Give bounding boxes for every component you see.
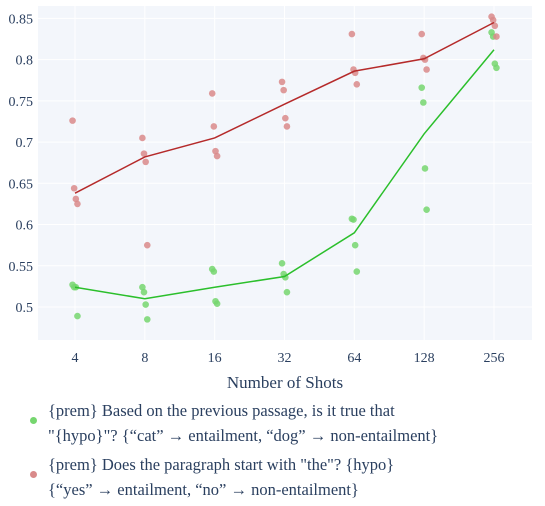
y-tick-label: 0.6 (16, 219, 34, 234)
data-point (418, 84, 426, 91)
grid (38, 6, 532, 340)
legend-marker (30, 471, 37, 478)
legend-label: {“yes” → entailment, “no” → non-entailme… (48, 480, 359, 499)
y-tick-label: 0.65 (9, 177, 34, 192)
data-point (210, 268, 218, 275)
data-point (278, 78, 286, 86)
legend-label: {prem} Does the paragraph start with "th… (48, 455, 395, 474)
data-point (74, 312, 81, 320)
data-point (140, 150, 148, 157)
data-point (423, 206, 430, 213)
data-point (74, 200, 81, 208)
y-tick-label: 0.75 (9, 95, 34, 110)
y-tick-label: 0.8 (16, 54, 34, 69)
series-layer (69, 13, 500, 323)
data-point (142, 301, 149, 308)
data-point (208, 90, 216, 97)
data-point (282, 114, 289, 122)
legend-marker (30, 417, 37, 424)
data-point (348, 30, 356, 38)
y-tick-label: 0.85 (9, 12, 34, 27)
x-tick-label: 8 (141, 351, 148, 366)
data-point (421, 165, 429, 172)
x-axis-title: Number of Shots (227, 373, 343, 392)
x-tick-label: 64 (347, 351, 361, 366)
legend: {prem} Based on the previous passage, is… (28, 398, 538, 506)
series-line (74, 49, 495, 300)
data-point (353, 81, 361, 88)
data-point (69, 117, 76, 124)
data-point (143, 316, 151, 323)
series-line (74, 21, 495, 194)
data-point (489, 16, 497, 24)
data-point (213, 300, 221, 308)
y-tick-label: 0.55 (9, 260, 34, 275)
y-tick-label: 0.7 (16, 136, 34, 151)
data-point (491, 22, 499, 30)
y-axis: 0.5 0.55 0.6 0.65 0.7 0.75 0.8 0.85 (9, 12, 34, 316)
legend-item: {prem} Based on the previous passage, is… (28, 398, 538, 448)
legend-label: {prem} Based on the previous passage, is… (48, 401, 395, 420)
chart: 0.5 0.55 0.6 0.65 0.7 0.75 0.8 0.85 4 8 16 32 64 128… (9, 6, 532, 392)
series-2 (69, 13, 500, 249)
data-point (213, 152, 221, 160)
data-point (418, 30, 426, 38)
data-point (140, 288, 148, 296)
x-tick-label: 4 (72, 351, 79, 366)
data-point (210, 123, 218, 130)
x-axis: 4 8 16 32 64 128 256 (72, 351, 505, 366)
data-point (350, 216, 357, 223)
data-point (278, 260, 286, 267)
data-point (143, 241, 151, 249)
x-tick-label: 128 (414, 351, 435, 366)
legend-item: {prem} Does the paragraph start with "th… (28, 452, 538, 502)
x-tick-label: 32 (278, 351, 292, 366)
data-point (493, 33, 500, 40)
y-tick-label: 0.5 (16, 301, 34, 316)
data-point (420, 99, 427, 106)
data-point (139, 134, 146, 142)
data-point (351, 241, 359, 249)
data-point (280, 86, 287, 94)
data-point (142, 158, 149, 166)
data-point (493, 64, 500, 72)
data-point (423, 66, 430, 73)
data-point (70, 184, 78, 192)
data-point (283, 288, 291, 296)
legend-label: "{hypo}"? {“cat” → entailment, “dog” → n… (48, 426, 439, 445)
series-1 (69, 29, 500, 323)
data-point (353, 268, 361, 275)
x-tick-label: 16 (208, 351, 222, 366)
data-point (283, 123, 291, 130)
x-tick-label: 256 (484, 351, 505, 366)
